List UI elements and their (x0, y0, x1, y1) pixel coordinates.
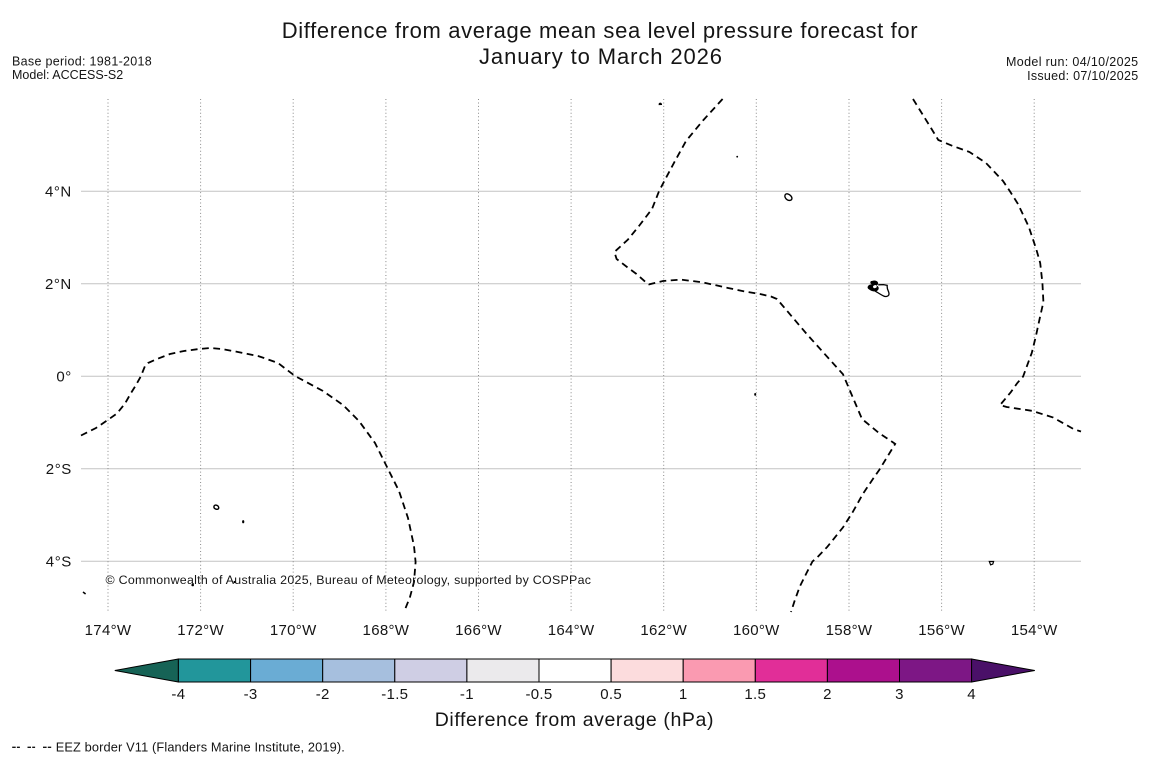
svg-text:Issued: 07/10/2025: Issued: 07/10/2025 (1027, 69, 1138, 83)
svg-text:2: 2 (823, 686, 832, 703)
svg-text:Difference from average mean s: Difference from average mean sea level p… (282, 18, 919, 43)
svg-text:0.5: 0.5 (600, 686, 622, 703)
svg-text:4°N: 4°N (45, 183, 72, 200)
svg-text:Base period: 1981-2018: Base period: 1981-2018 (12, 55, 152, 69)
svg-text:154°W: 154°W (1011, 622, 1058, 639)
svg-text:January to March 2026: January to March 2026 (479, 44, 723, 69)
svg-text:2°N: 2°N (45, 276, 72, 293)
svg-text:Difference from average (hPa): Difference from average (hPa) (435, 709, 714, 731)
svg-text:4°S: 4°S (46, 553, 72, 570)
svg-text:160°W: 160°W (733, 622, 780, 639)
svg-text:166°W: 166°W (455, 622, 502, 639)
svg-text:164°W: 164°W (548, 622, 595, 639)
svg-text:0°: 0° (56, 368, 71, 385)
svg-text:170°W: 170°W (270, 622, 317, 639)
svg-text:-3: -3 (244, 686, 258, 703)
svg-text:3: 3 (895, 686, 904, 703)
svg-text:172°W: 172°W (177, 622, 224, 639)
svg-text:© Commonwealth of Australia 20: © Commonwealth of Australia 2025, Bureau… (106, 573, 592, 587)
svg-text:1.5: 1.5 (744, 686, 766, 703)
svg-text:Model run: 04/10/2025: Model run: 04/10/2025 (1006, 55, 1138, 69)
svg-text:-1.5: -1.5 (381, 686, 408, 703)
svg-text:156°W: 156°W (918, 622, 965, 639)
svg-text:174°W: 174°W (85, 622, 132, 639)
svg-text:158°W: 158°W (826, 622, 873, 639)
svg-text:162°W: 162°W (640, 622, 687, 639)
svg-text:-1: -1 (460, 686, 474, 703)
svg-text:Model: ACCESS-S2: Model: ACCESS-S2 (12, 68, 123, 82)
svg-text:1: 1 (679, 686, 688, 703)
svg-text:168°W: 168°W (363, 622, 410, 639)
svg-text:-2: -2 (316, 686, 330, 703)
svg-text:-4: -4 (171, 686, 185, 703)
svg-text:2°S: 2°S (46, 461, 72, 478)
svg-text:-0.5: -0.5 (525, 686, 552, 703)
svg-text:4: 4 (967, 686, 976, 703)
svg-text:EEZ border V11 (Flanders Marin: EEZ border V11 (Flanders Marine Institut… (56, 739, 345, 754)
